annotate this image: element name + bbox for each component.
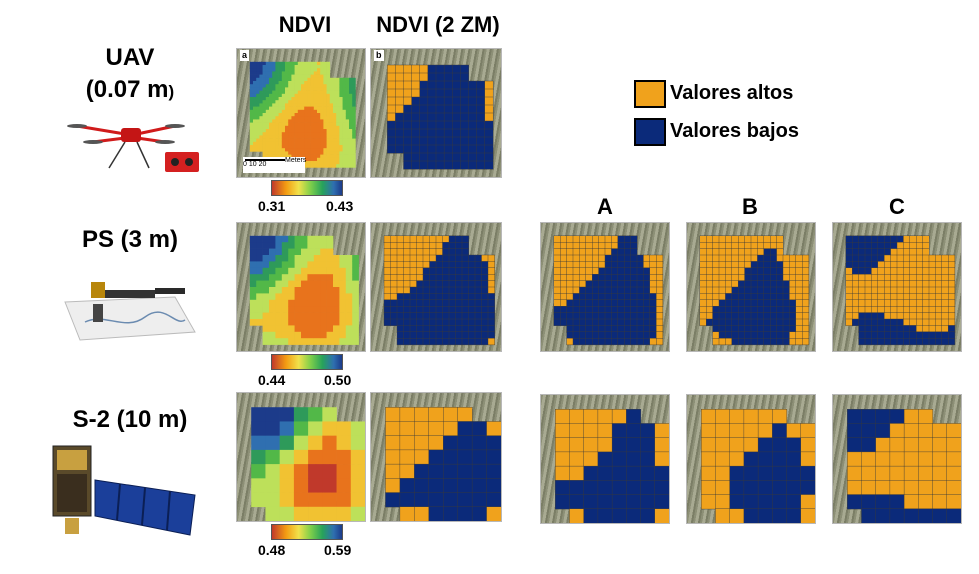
scale-bar: 0 10 20 Meters bbox=[243, 157, 306, 173]
ps-colorbar-max: 0.50 bbox=[324, 372, 352, 388]
row-label-ps: PS (3 m) bbox=[81, 226, 179, 253]
sentinel-2-satellite-icon bbox=[52, 445, 196, 536]
header-ndvi-zm: NDVI (2 ZM) bbox=[376, 12, 500, 37]
uav-colorbar-max: 0.43 bbox=[326, 198, 354, 214]
s2-zm-map bbox=[370, 392, 502, 522]
s2-ndvi-map bbox=[236, 392, 366, 522]
ps-colorbar bbox=[271, 354, 343, 370]
row-label-uav-line2: (0.07 m) bbox=[85, 76, 175, 103]
ps-ndvi-map bbox=[236, 222, 366, 352]
panel-letter-a: a bbox=[240, 50, 250, 61]
row-label-uav-line1: UAV bbox=[105, 44, 155, 71]
header-ndvi: NDVI bbox=[278, 12, 332, 37]
uav-ndvi-map: a 0 10 20 Meters bbox=[236, 48, 366, 178]
panel-letter-b: b bbox=[374, 50, 384, 61]
s2-a-map bbox=[540, 394, 670, 524]
uav-zm-map: b bbox=[370, 48, 502, 178]
row-label-s2: S-2 (10 m) bbox=[72, 406, 188, 433]
ps-a-map bbox=[540, 222, 670, 352]
row-label-uav: UAV (0.07 m) bbox=[55, 42, 205, 108]
ps-zm-map bbox=[370, 222, 502, 352]
s2-colorbar-min: 0.48 bbox=[258, 542, 286, 558]
legend-swatch-high bbox=[634, 80, 666, 108]
s2-c-map bbox=[832, 394, 962, 524]
ps-colorbar-min: 0.44 bbox=[258, 372, 286, 388]
s2-b-map bbox=[686, 394, 816, 524]
s2-colorbar bbox=[271, 524, 343, 540]
drone-icon bbox=[67, 124, 199, 172]
legend-label-low: Valores bajos bbox=[670, 120, 799, 142]
header-c: C bbox=[889, 194, 905, 219]
legend-label-high: Valores altos bbox=[670, 82, 794, 104]
header-b: B bbox=[742, 194, 758, 219]
ps-c-map bbox=[832, 222, 962, 352]
legend-swatch-low bbox=[634, 118, 666, 146]
s2-colorbar-max: 0.59 bbox=[324, 542, 352, 558]
header-a: A bbox=[597, 194, 613, 219]
uav-colorbar bbox=[271, 180, 343, 196]
uav-colorbar-min: 0.31 bbox=[258, 198, 286, 214]
planetscope-satellite-icon bbox=[64, 282, 196, 341]
ps-b-map bbox=[686, 222, 816, 352]
